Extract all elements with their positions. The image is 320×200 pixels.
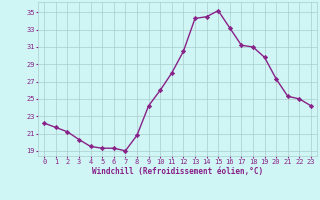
X-axis label: Windchill (Refroidissement éolien,°C): Windchill (Refroidissement éolien,°C): [92, 167, 263, 176]
